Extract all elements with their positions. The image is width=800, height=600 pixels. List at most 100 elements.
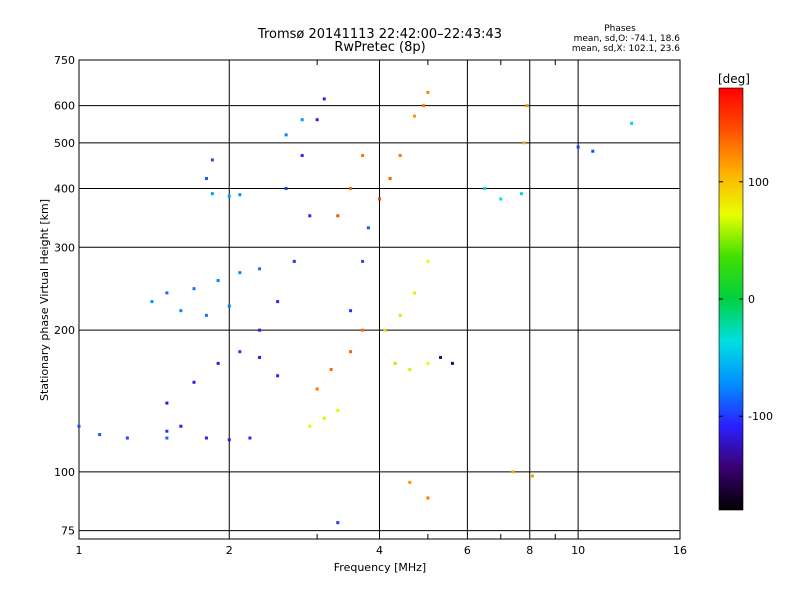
data-point (439, 355, 443, 359)
data-point (248, 436, 252, 440)
y-tick-label: 400 (54, 182, 75, 195)
y-axis: 75 100 200 300 400 500 600 750 (54, 54, 75, 538)
x-tick-label: 16 (673, 544, 687, 557)
data-point (450, 361, 454, 365)
data-point (483, 186, 487, 190)
data-point (210, 192, 214, 196)
data-point (393, 361, 397, 365)
x-tick-label: 8 (526, 544, 533, 557)
data-point (292, 259, 296, 263)
y-tick-label: 200 (54, 324, 75, 337)
data-point (238, 193, 242, 197)
data-point (511, 470, 515, 474)
data-point (284, 186, 288, 190)
colorbar-tick-label: -100 (748, 410, 773, 423)
data-point (308, 424, 312, 428)
data-point (322, 97, 326, 101)
data-point (361, 259, 365, 263)
stats-line-o: mean, sd,O: -74.1, 18.6 (573, 34, 680, 44)
data-point (165, 436, 169, 440)
data-point (204, 313, 208, 317)
data-point (349, 186, 353, 190)
data-point (426, 361, 430, 365)
data-point (216, 279, 220, 283)
y-tick-label: 300 (54, 241, 75, 254)
data-point (227, 438, 231, 442)
data-point (519, 192, 523, 196)
data-point (426, 90, 430, 94)
x-axis-label: Frequency [MHz] (334, 561, 426, 574)
data-point (329, 367, 333, 371)
chart-title: Tromsø 20141113 22:42:00–22:43:43 (257, 27, 503, 42)
data-point (349, 309, 353, 313)
data-point (192, 380, 196, 384)
colorbar-label: [deg] (718, 72, 750, 86)
data-point (426, 259, 430, 263)
data-point (315, 118, 319, 122)
colorbar-tick-label: 0 (748, 293, 755, 306)
data-point (525, 104, 529, 108)
data-point (426, 496, 430, 500)
x-axis: 1 2 4 6 8 10 16 (76, 60, 687, 557)
data-point (77, 424, 81, 428)
y-tick-label: 600 (54, 100, 75, 113)
data-point (192, 287, 196, 291)
stats-header: Phases (604, 24, 636, 34)
data-point (276, 300, 280, 304)
chart-subtitle: RwPretec (8p) (334, 40, 426, 55)
data-point (408, 480, 412, 484)
colorbar-ticks: 100 0 -100 (719, 176, 773, 423)
y-axis-label: Stationary phase Virtual Height [km] (38, 199, 51, 401)
data-point (349, 350, 353, 354)
data-point (361, 328, 365, 332)
data-point (530, 474, 534, 478)
data-point (204, 177, 208, 181)
y-tick-label: 100 (54, 466, 75, 479)
colorbar-tick-label: 100 (748, 176, 769, 189)
data-point (150, 300, 154, 304)
scatter-points (77, 90, 634, 525)
data-point (98, 433, 102, 437)
data-point (383, 328, 387, 332)
data-point (630, 121, 634, 125)
x-tick-label: 1 (76, 544, 83, 557)
data-point (179, 309, 183, 313)
data-point (522, 141, 526, 145)
data-point (408, 367, 412, 371)
data-point (238, 271, 242, 275)
data-point (388, 177, 392, 181)
data-point (308, 214, 312, 218)
data-point (258, 355, 262, 359)
y-tick-label: 75 (61, 525, 75, 538)
data-point (165, 291, 169, 295)
data-point (315, 387, 319, 391)
data-point (336, 409, 340, 413)
data-point (165, 401, 169, 405)
x-tick-label: 10 (571, 544, 585, 557)
stats-line-x: mean, sd,X: 102.1, 23.6 (571, 44, 680, 54)
data-point (227, 304, 231, 308)
x-tick-label: 6 (464, 544, 471, 557)
colorbar: [deg] 100 0 -100 (718, 72, 773, 511)
data-point (366, 226, 370, 230)
data-point (499, 197, 503, 201)
data-point (210, 158, 214, 162)
data-point (591, 149, 595, 153)
data-point (227, 194, 231, 198)
data-point (238, 350, 242, 354)
data-point (125, 436, 129, 440)
data-point (216, 361, 220, 365)
data-point (576, 145, 580, 149)
data-point (284, 133, 288, 137)
data-point (300, 154, 304, 158)
x-tick-label: 2 (226, 544, 233, 557)
y-tick-label: 750 (54, 54, 75, 67)
data-point (276, 374, 280, 378)
data-point (336, 521, 340, 525)
data-point (258, 267, 262, 271)
data-point (412, 114, 416, 118)
gridlines (79, 59, 680, 539)
data-point (336, 214, 340, 218)
y-tick-label: 500 (54, 137, 75, 150)
